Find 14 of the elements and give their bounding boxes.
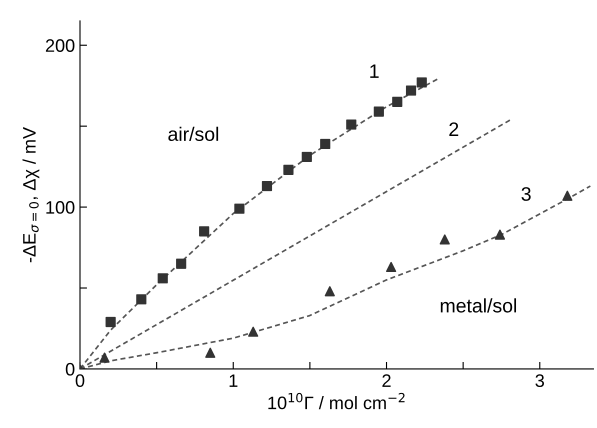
annotation: metal/sol	[440, 298, 516, 313]
y-tick-label: 200	[46, 39, 74, 52]
annotation: 2	[449, 122, 458, 136]
y-axis-title: -ΔE$_{σ=0}$, Δχ / mV	[22, 127, 40, 262]
annotation: 3	[521, 187, 531, 201]
x-tick-label: 3	[535, 374, 544, 388]
x-tick-label: 2	[382, 374, 391, 387]
annotation: 1	[370, 64, 379, 78]
annotation: air/sol	[168, 126, 218, 142]
x-tick-label: 1	[230, 374, 238, 387]
x-axis-title: 10$^{10}$Γ / mol cm$^{−2}$	[268, 392, 405, 410]
y-tick-label: 100	[46, 201, 74, 214]
x-tick-label: 0	[76, 374, 84, 388]
y-tick-label: 0	[66, 362, 74, 376]
